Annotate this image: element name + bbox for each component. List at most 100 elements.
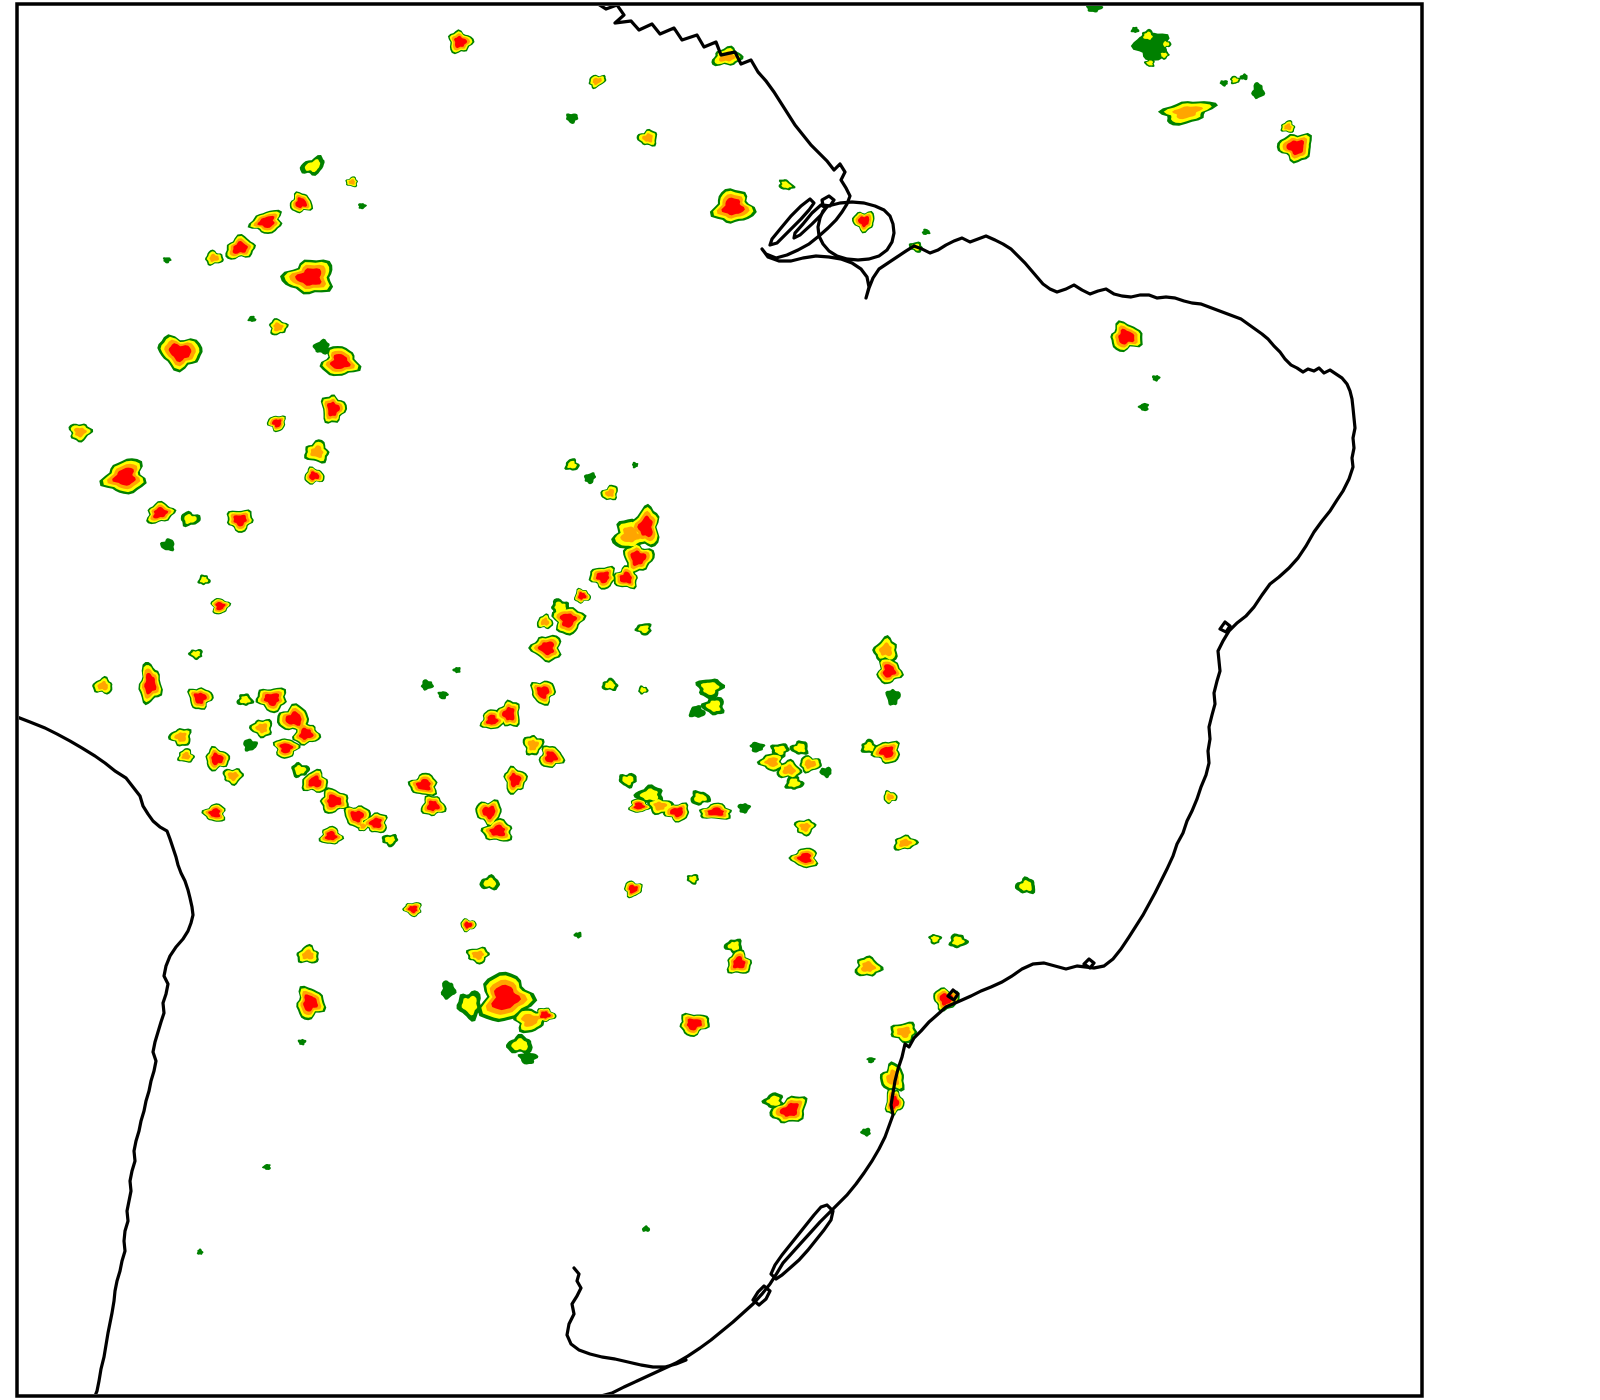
storm-cell-green <box>866 1057 876 1064</box>
storm-cell-green <box>160 538 175 552</box>
storm-cell-green <box>243 738 259 752</box>
storm-cell-yellow <box>930 935 940 943</box>
storm-cell-red <box>144 673 157 695</box>
storm-cell-green <box>573 931 582 939</box>
storm-cell-red <box>637 515 653 538</box>
storm-cell-orange <box>527 739 540 751</box>
storm-cell-red <box>279 743 294 754</box>
storm-cell-green <box>437 691 449 700</box>
storm-cell-green <box>196 1248 204 1255</box>
storm-cell-green <box>566 113 579 124</box>
storm-cell-orange <box>301 949 314 960</box>
storm-cell-red <box>326 794 342 808</box>
storm-cell-green <box>440 980 457 1000</box>
storm-cells <box>68 6 1312 1255</box>
storm-cell-red <box>193 692 207 704</box>
storm-cell-yellow <box>199 576 209 584</box>
map-frame <box>15 2 1424 1398</box>
storm-cell-yellow <box>1143 31 1153 40</box>
storm-cell-orange <box>642 133 653 143</box>
storm-cell-yellow <box>190 650 201 658</box>
storm-cell-yellow <box>787 778 801 788</box>
coastline-delta-island-2 <box>792 203 828 240</box>
storm-cell-orange <box>886 793 894 801</box>
storm-cell-red <box>368 817 382 829</box>
storm-cell-green <box>1251 82 1266 100</box>
storm-cell-green <box>1219 80 1228 87</box>
storm-cell-green <box>1239 73 1248 81</box>
storm-cell-orange <box>310 445 324 458</box>
storm-cell-orange <box>804 759 817 769</box>
storm-cell-orange <box>209 253 220 263</box>
storm-cell-red <box>295 268 322 286</box>
storm-cell-red <box>878 746 894 758</box>
storm-cell-yellow <box>511 1038 528 1051</box>
storm-cell-green <box>358 203 367 210</box>
storm-cell-yellow <box>952 936 965 946</box>
storm-cell-yellow <box>793 743 806 753</box>
storm-cell-yellow <box>701 682 720 695</box>
storm-cell-yellow <box>483 877 497 888</box>
storm-cell-orange <box>878 642 893 657</box>
coastline-bay-loop-1 <box>1218 620 1232 634</box>
storm-cell-orange <box>540 617 550 626</box>
storm-cell-green <box>297 1038 307 1046</box>
storm-cell-red <box>426 800 440 812</box>
storm-cell-red <box>619 571 632 584</box>
storm-cell-yellow <box>567 460 577 469</box>
storm-cell-red <box>350 810 364 823</box>
storm-cell-red <box>721 197 745 216</box>
storm-cell-yellow <box>384 836 396 845</box>
storm-cell-orange <box>359 823 367 829</box>
storm-cell-red <box>482 805 496 820</box>
storm-cell-red <box>628 884 638 894</box>
storm-cell-red <box>489 824 506 837</box>
storm-cell-green <box>162 257 172 264</box>
storm-cell-yellow <box>461 995 478 1016</box>
storm-cell-red <box>536 686 550 699</box>
storm-cell-red <box>595 571 610 584</box>
coastline-north-east-south-coast <box>598 6 1357 1394</box>
storm-cell-red <box>707 807 724 816</box>
coastline-bay-loop-2 <box>1082 957 1096 970</box>
storm-cell-red <box>263 693 280 707</box>
storm-cell-orange <box>605 488 615 497</box>
storm-cell-orange <box>899 838 913 847</box>
storm-cell-yellow <box>604 680 616 689</box>
storm-cell-green <box>860 1127 871 1137</box>
storm-cell-green <box>247 315 257 322</box>
storm-cell-red <box>537 641 555 656</box>
storm-cell-orange <box>181 751 191 760</box>
storm-cell-red <box>491 984 522 1011</box>
storm-cell-red <box>303 994 319 1012</box>
storm-cell-red <box>630 550 647 567</box>
storm-cell-yellow <box>1160 52 1168 58</box>
storm-cell-yellow <box>727 941 740 951</box>
storm-cell-green <box>921 228 931 235</box>
storm-cell-red <box>415 778 431 791</box>
storm-cell-red <box>299 727 314 740</box>
storm-cell-yellow <box>639 788 659 801</box>
storm-cell-yellow <box>554 601 567 613</box>
storm-cell-red <box>233 514 247 527</box>
storm-cell-yellow <box>622 775 634 786</box>
storm-cell-orange <box>521 1013 540 1027</box>
storm-cell-orange <box>799 822 812 832</box>
storm-cell-red <box>858 216 870 228</box>
coastline-lagoa-dos-patos <box>769 1203 835 1281</box>
storm-cell-red <box>559 613 578 628</box>
storm-cell-green <box>312 338 330 355</box>
storm-cell-red <box>153 506 169 519</box>
storm-cell-orange <box>348 179 356 185</box>
storm-cell-orange <box>1171 106 1204 120</box>
storm-cell-orange <box>227 771 239 782</box>
storm-cell-green <box>641 1225 651 1232</box>
storm-cell-red <box>464 921 473 929</box>
storm-cell-yellow <box>294 765 307 776</box>
storm-cell-red <box>796 852 812 864</box>
storm-cell-green <box>517 1052 539 1065</box>
storm-cell-green <box>749 741 766 753</box>
storm-cell-red <box>407 905 418 914</box>
